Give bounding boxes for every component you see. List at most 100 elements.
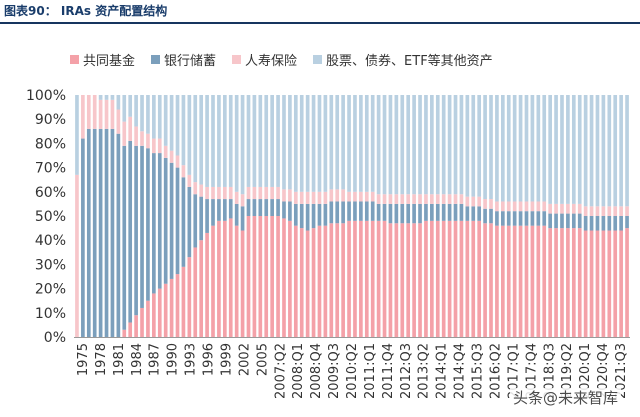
bar-segment-series-0 [223, 220, 227, 337]
x-tick-label: 2008:Q4 [309, 343, 324, 399]
bar-segment-series-2 [542, 201, 547, 212]
bar-segment-series-1 [211, 199, 215, 226]
bar-segment-series-2 [223, 186, 227, 200]
bar-segment-series-1 [264, 199, 269, 216]
bar-segment-series-1 [288, 201, 292, 221]
bar-segment-series-3 [305, 95, 310, 192]
bar-segment-series-3 [441, 95, 446, 195]
bar-segment-series-2 [370, 191, 375, 202]
x-tick-label: 1978 [94, 343, 109, 376]
bar-segment-series-2 [501, 201, 505, 212]
bar-segment-series-3 [382, 95, 387, 195]
bar-segment-series-0 [577, 228, 582, 337]
bar-segment-series-3 [270, 95, 274, 187]
x-tick-label: 2015:Q3 [471, 343, 486, 399]
title-divider [0, 22, 640, 24]
bar-segment-series-3 [205, 95, 209, 187]
bar-segment-series-0 [169, 278, 174, 337]
bar-segment-series-1 [347, 201, 351, 221]
bar-segment-series-0 [495, 225, 499, 337]
bar-segment-series-2 [406, 194, 411, 204]
bar-segment-series-3 [329, 95, 334, 190]
bar-segment-series-2 [353, 191, 357, 202]
y-tick-label: 40% [35, 233, 66, 249]
bar-segment-series-1 [589, 216, 594, 231]
bar-segment-series-0 [477, 220, 482, 337]
bar-segment-series-0 [424, 220, 428, 337]
bar-segment-series-2 [276, 186, 280, 200]
x-tick-label: 2016:Q2 [488, 343, 503, 399]
bar-segment-series-2 [282, 189, 286, 202]
bar-segment-series-0 [524, 225, 529, 337]
bar-segment-series-1 [418, 203, 422, 224]
bar-segment-series-1 [81, 138, 85, 337]
bar-segment-series-1 [483, 208, 487, 224]
bar-segment-series-3 [554, 95, 558, 204]
bar-segment-series-1 [465, 206, 470, 221]
bar-segment-series-1 [518, 211, 523, 226]
bar-segment-series-1 [441, 203, 446, 221]
bar-segment-series-1 [554, 213, 558, 229]
bar-segment-series-0 [560, 228, 564, 337]
bar-segment-series-1 [477, 206, 482, 221]
bar-segment-series-1 [619, 216, 623, 231]
bar-segment-series-0 [240, 230, 245, 337]
bar-segment-series-0 [246, 216, 251, 337]
bar-segment-series-1 [152, 153, 156, 294]
bar-segment-series-2 [317, 191, 322, 204]
bar-segment-series-1 [311, 203, 316, 229]
bar-segment-series-3 [134, 95, 138, 127]
bar-segment-series-2 [258, 186, 263, 200]
x-tick-label: 2020:Q4 [596, 343, 611, 399]
bar-segment-series-0 [128, 322, 133, 337]
bar-segment-series-3 [501, 95, 505, 202]
bar-segment-series-1 [542, 211, 547, 226]
y-tick-label: 0% [44, 330, 66, 346]
bar-segment-series-3 [217, 95, 221, 187]
y-tick-label: 70% [35, 161, 66, 177]
bar-segment-series-3 [453, 95, 458, 195]
bar-segment-series-1 [110, 128, 115, 337]
x-tick-label: 2007:Q2 [273, 343, 288, 399]
bar-segment-series-2 [246, 186, 251, 200]
bar-segment-series-2 [418, 194, 422, 204]
bar-segment-series-3 [601, 95, 606, 207]
bar-segment-series-0 [418, 223, 422, 337]
bar-segment-series-3 [388, 95, 393, 195]
bar-segment-series-1 [536, 211, 541, 226]
bar-segment-series-1 [341, 201, 345, 224]
bar-segment-series-3 [258, 95, 263, 187]
bar-segment-series-2 [270, 186, 274, 200]
bar-segment-series-3 [518, 95, 523, 202]
bar-segment-series-2 [424, 194, 428, 204]
x-tick-label: 1987 [148, 343, 163, 376]
bar-segment-series-2 [376, 194, 381, 204]
bar-segment-series-2 [169, 150, 174, 163]
bar-segment-series-2 [234, 191, 239, 204]
bar-segment-series-3 [471, 95, 476, 197]
bar-segment-series-1 [601, 216, 606, 231]
bar-segment-series-1 [501, 211, 505, 226]
bar-segment-series-1 [234, 203, 239, 226]
bar-segment-series-2 [571, 203, 576, 214]
bar-segment-series-2 [364, 191, 369, 202]
x-tick-label: 1990 [166, 343, 181, 376]
bar-segment-series-2 [228, 186, 233, 200]
bar-segment-series-0 [536, 225, 541, 337]
bar-segment-series-0 [282, 218, 286, 337]
bar-segment-series-1 [607, 216, 612, 231]
bar-segment-series-1 [430, 203, 434, 221]
bar-segment-series-3 [524, 95, 529, 202]
bar-segment-series-1 [305, 203, 310, 231]
bar-segment-series-0 [447, 220, 452, 337]
bar-segment-series-0 [234, 225, 239, 337]
bar-segment-series-1 [495, 211, 499, 226]
bar-segment-series-0 [388, 223, 393, 337]
bar-segment-series-3 [506, 95, 511, 202]
x-tick-label: 2008:Q1 [291, 343, 306, 399]
bar-segment-series-0 [483, 223, 487, 337]
bar-segment-series-2 [589, 206, 594, 216]
bar-segment-series-2 [299, 191, 304, 204]
bar-segment-series-3 [548, 95, 552, 204]
bar-segment-series-0 [181, 266, 186, 337]
